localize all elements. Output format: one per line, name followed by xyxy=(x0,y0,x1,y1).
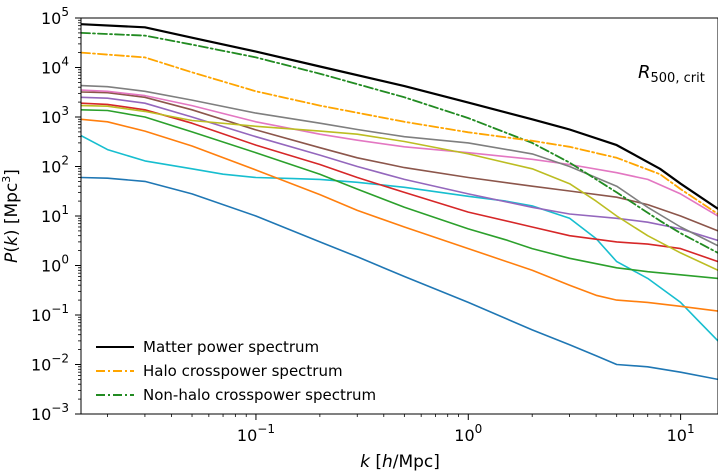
series-layer xyxy=(81,23,718,381)
y-tick-label: 10−1 xyxy=(31,302,69,325)
y-tick-label: 105 xyxy=(41,5,69,28)
x-tick-label: 100 xyxy=(454,422,482,445)
plot-frame xyxy=(80,17,718,415)
y-tick-label: 10−3 xyxy=(31,401,69,424)
legend-label: Non-halo crosspower spectrum xyxy=(143,386,376,404)
x-tick-label: 10−1 xyxy=(237,422,275,445)
series-line-pink xyxy=(81,89,718,217)
x-tick-label: 101 xyxy=(667,422,695,445)
series-line-green xyxy=(81,109,718,280)
series-line-matter-power-spectrum xyxy=(81,23,718,210)
legend: Matter power spectrum Halo crosspower spe… xyxy=(96,338,376,404)
y-tick-label: 104 xyxy=(41,55,69,78)
series-line-orange xyxy=(81,118,718,312)
y-tick-label: 101 xyxy=(41,203,69,226)
series-line-halo-crosspower-spectrum xyxy=(81,51,718,215)
legend-label: Halo crosspower spectrum xyxy=(143,362,343,380)
series-line-olive xyxy=(81,104,718,272)
series-line-brown xyxy=(81,91,718,232)
legend-label: Matter power spectrum xyxy=(143,338,319,356)
series-line-purple xyxy=(81,96,718,242)
annotation-label: R500, crit xyxy=(638,62,705,86)
y-tick-label: 100 xyxy=(41,253,69,276)
series-line-gray xyxy=(81,84,718,247)
series-line-cyan xyxy=(81,134,718,342)
series-line-non-halo-crosspower-spectrum xyxy=(81,32,718,254)
x-axis-label: k [h/Mpc] xyxy=(360,452,440,472)
y-tick-label: 102 xyxy=(41,154,69,177)
series-line-blue xyxy=(81,176,718,381)
y-axis-label: P(k) [Mpc3] xyxy=(0,169,22,263)
y-tick-label: 10−2 xyxy=(31,352,69,375)
y-tick-label: 103 xyxy=(41,104,69,127)
